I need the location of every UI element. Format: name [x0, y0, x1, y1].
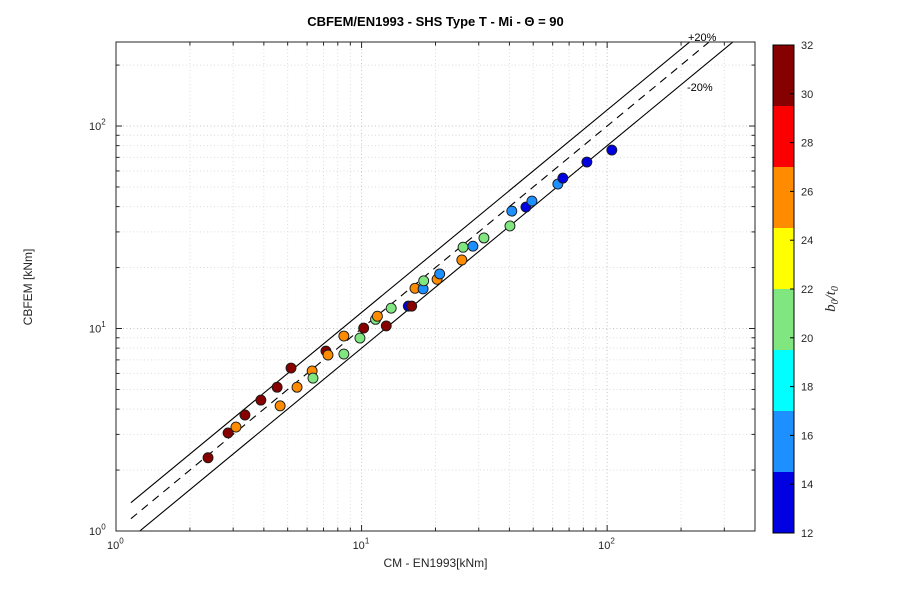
tolerance-line	[130, 42, 691, 504]
colorbar: 12 14 16 18 20 22 24 26 28 30 32 b0​/t0​	[772, 40, 841, 540]
colorbar-band	[773, 350, 794, 411]
data-point	[557, 172, 569, 184]
data-point	[385, 302, 397, 314]
reference-line-labels: +20% -20%	[687, 32, 717, 94]
data-point	[606, 144, 618, 156]
data-point	[274, 400, 286, 412]
colorbar-band	[773, 106, 794, 167]
colorbar-axis-label: b0​/t0​	[823, 286, 841, 312]
x-tick-label: 101	[353, 537, 370, 553]
plus20-label: +20%	[688, 32, 717, 44]
data-point	[271, 381, 283, 393]
colorbar-band	[773, 45, 794, 106]
data-point	[285, 362, 297, 374]
colorbar-tick-label: 30	[801, 89, 813, 101]
data-point	[230, 421, 242, 433]
x-axis-label: CM - EN1993[kNm]	[383, 556, 488, 570]
x-tick-label: 102	[598, 537, 615, 553]
data-point	[457, 241, 469, 253]
data-point	[467, 240, 479, 252]
colorbar-tick-label: 16	[801, 430, 813, 442]
data-point	[239, 409, 251, 421]
colorbar-band	[773, 472, 794, 533]
y-tick-label: 102	[89, 118, 106, 134]
data-point	[526, 195, 538, 207]
data-point	[506, 205, 518, 217]
y-tick-label: 100	[89, 523, 106, 539]
colorbar-tick-label: 28	[801, 138, 813, 150]
minus20-label: -20%	[687, 82, 713, 94]
data-point	[202, 452, 214, 464]
data-point	[338, 348, 350, 360]
data-point	[478, 232, 490, 244]
colorbar-band	[773, 167, 794, 228]
data-point	[581, 156, 593, 168]
data-point	[456, 254, 468, 266]
colorbar-tick-label: 14	[801, 479, 813, 491]
data-point	[371, 310, 383, 322]
data-point	[406, 300, 418, 312]
colorbar-tick-label: 24	[801, 235, 813, 247]
data-point	[504, 220, 516, 232]
data-point	[322, 349, 334, 361]
data-point	[338, 330, 350, 342]
data-point	[291, 381, 303, 393]
y-tick-label: 101	[89, 320, 106, 336]
reference-lines	[130, 42, 734, 531]
colorbar-band	[773, 289, 794, 350]
y-axis-label: CBFEM [kNm]	[21, 248, 35, 326]
colorbar-tick-label: 20	[801, 333, 813, 345]
colorbar-tick-label: 32	[801, 40, 813, 52]
data-point	[255, 394, 267, 406]
colorbar-tick-label: 26	[801, 186, 813, 198]
chart-title: CBFEM/EN1993 - SHS Type T - Mi - Θ = 90	[307, 14, 564, 29]
x-tick-label: 100	[107, 537, 124, 553]
colorbar-tick-label: 12	[801, 528, 813, 540]
data-point	[380, 320, 392, 332]
data-point	[354, 332, 366, 344]
data-point	[358, 322, 370, 334]
data-point	[418, 275, 430, 287]
identity-line	[130, 42, 710, 520]
colorbar-tick-label: 18	[801, 382, 813, 394]
data-points	[202, 144, 618, 464]
colorbar-band	[773, 228, 794, 289]
data-point	[434, 268, 446, 280]
tolerance-line	[138, 42, 734, 531]
colorbar-tick-label: 22	[801, 284, 813, 296]
tick-marks	[115, 42, 755, 532]
colorbar-band	[773, 411, 794, 472]
data-point	[222, 427, 234, 439]
data-point	[307, 372, 319, 384]
